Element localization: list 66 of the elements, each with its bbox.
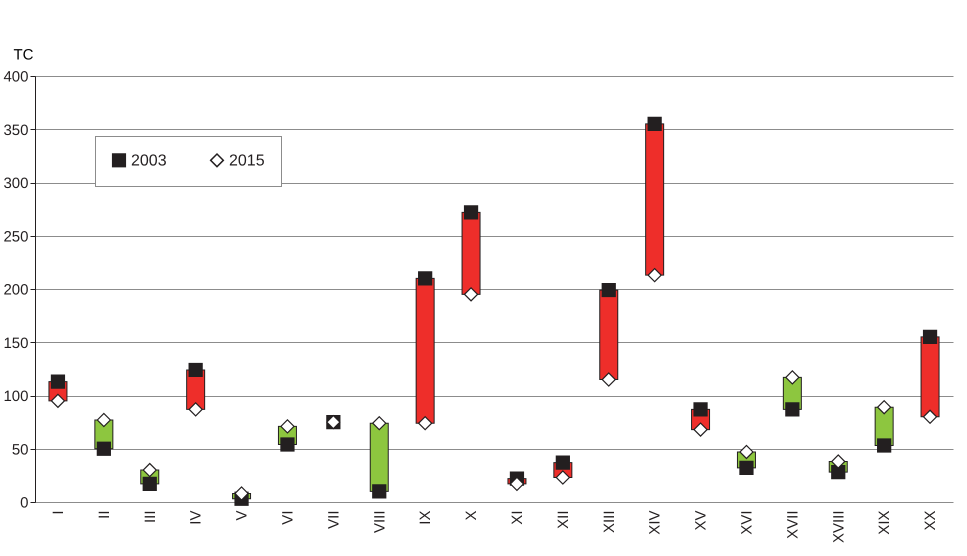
point xyxy=(877,400,892,414)
point xyxy=(739,460,754,476)
y-axis-title: TC xyxy=(14,46,34,64)
x-tick-label: XIII xyxy=(600,510,618,534)
x-tick-label: IV xyxy=(188,510,205,525)
point xyxy=(648,268,662,282)
x-tick-label: XVI xyxy=(738,510,756,535)
x-tick-label: X xyxy=(463,510,480,521)
point xyxy=(280,419,295,434)
x-tick-label: IX xyxy=(417,510,434,525)
point xyxy=(142,476,157,492)
point xyxy=(142,462,157,478)
x-tick-label: VIII xyxy=(371,510,388,534)
point xyxy=(922,410,938,424)
point xyxy=(188,362,203,378)
y-tick-label: 50 xyxy=(12,441,28,458)
y-tick-label: 350 xyxy=(3,122,28,139)
point xyxy=(831,454,846,469)
point xyxy=(50,374,66,389)
x-tick-label: XV xyxy=(692,510,710,531)
point xyxy=(693,402,708,416)
x-tick-label: XI xyxy=(508,510,526,525)
y-tick-label: 100 xyxy=(3,388,28,405)
point xyxy=(50,394,66,408)
x-tick-label: V xyxy=(234,510,251,521)
point xyxy=(831,465,846,480)
point xyxy=(234,486,249,501)
x-tick-label: III xyxy=(142,510,159,524)
point xyxy=(372,484,386,498)
legend-label: 2015 xyxy=(229,152,265,170)
point xyxy=(785,370,800,385)
point xyxy=(418,416,432,430)
y-tick-label: 300 xyxy=(3,175,28,192)
point xyxy=(96,442,111,456)
point xyxy=(739,444,754,460)
point xyxy=(464,287,478,302)
point xyxy=(280,437,295,452)
x-tick-label: XII xyxy=(554,510,572,529)
point xyxy=(510,476,524,492)
point xyxy=(96,412,111,428)
point xyxy=(602,282,616,298)
x-tick-label: VI xyxy=(279,510,296,525)
legend-label: 2003 xyxy=(131,152,167,170)
x-tick-label: XVIII xyxy=(830,510,848,544)
x-tick-label: VII xyxy=(325,510,342,529)
x-tick-label: XIV xyxy=(646,510,664,535)
point xyxy=(464,205,478,220)
point xyxy=(785,402,800,416)
point xyxy=(922,330,938,344)
point xyxy=(188,402,203,416)
point xyxy=(877,438,892,453)
point xyxy=(418,271,432,286)
point xyxy=(372,416,386,430)
y-tick-label: 150 xyxy=(3,334,28,352)
point xyxy=(648,116,662,132)
x-tick-label: XX xyxy=(922,510,940,531)
point xyxy=(693,422,708,437)
y-tick-label: 400 xyxy=(3,68,28,86)
x-tick-label: XVII xyxy=(784,510,802,539)
point xyxy=(602,372,616,387)
y-tick-label: 200 xyxy=(3,282,28,298)
x-tick-label: II xyxy=(96,510,113,519)
y-tick-label: 0 xyxy=(20,494,28,512)
x-tick-label: I xyxy=(50,510,67,515)
x-tick-label: XIX xyxy=(876,510,894,535)
y-tick-label: 250 xyxy=(3,228,28,246)
